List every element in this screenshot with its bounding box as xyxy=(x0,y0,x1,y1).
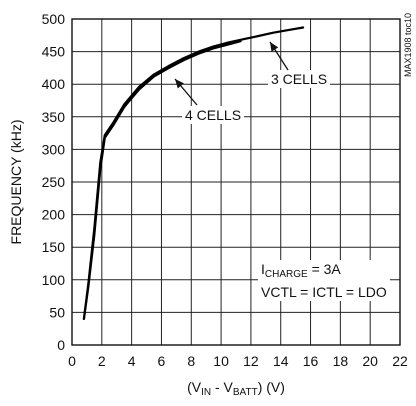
x-axis-title-prefix: (V xyxy=(187,379,202,395)
x-tick-label: 10 xyxy=(213,353,229,369)
y-tick-label: 350 xyxy=(42,109,66,125)
x-tick-label: 6 xyxy=(158,353,166,369)
y-tick-label: 500 xyxy=(42,11,66,27)
four-cells-label-bg xyxy=(182,106,245,124)
three-cells-label: 3 CELLS xyxy=(271,71,327,87)
conditions-box-bg xyxy=(258,260,390,301)
three-cells-label-bg xyxy=(268,70,331,88)
tick-labels: 0 2 4 6 8 10 12 14 16 18 20 22 0 50 100 150 200 250 300 350… xyxy=(42,11,408,369)
series-line-four-cells xyxy=(82,40,242,320)
plot-frame xyxy=(71,18,401,346)
plot-border xyxy=(71,18,401,346)
charge-suffix: = 3A xyxy=(308,261,342,277)
figure-code: MAX1908 toc10 xyxy=(403,13,413,77)
x-tick-label: 16 xyxy=(303,353,319,369)
x-axis-title: (VIN - VBATT) (V) xyxy=(187,379,285,398)
x-tick-label: 4 xyxy=(128,353,136,369)
vctl-condition: VCTL = ICTL = LDO xyxy=(261,284,387,300)
y-tick-label: 300 xyxy=(42,141,66,157)
x-tick-label: 20 xyxy=(362,353,378,369)
charge-condition: ICHARGE = 3A xyxy=(261,261,341,280)
charge-prefix: I xyxy=(261,261,265,277)
y-tick-label: 100 xyxy=(42,272,66,288)
x-tick-label: 0 xyxy=(68,353,76,369)
y-tick-label: 250 xyxy=(42,174,66,190)
charge-sub: CHARGE xyxy=(265,269,308,280)
four-cells-arrowhead xyxy=(175,79,184,89)
x-tick-label: 2 xyxy=(98,353,106,369)
x-tick-label: 8 xyxy=(187,353,195,369)
series-line-three-cells xyxy=(82,26,305,320)
three-cells-arrowhead xyxy=(270,42,279,52)
x-tick-label: 22 xyxy=(392,353,408,369)
four-cells-label: 4 CELLS xyxy=(185,107,241,123)
x-axis-title-sub2: BATT xyxy=(233,387,258,398)
series-layer xyxy=(82,26,305,320)
y-tick-label: 50 xyxy=(49,304,65,320)
y-tick-label: 200 xyxy=(42,207,66,223)
x-tick-label: 12 xyxy=(243,353,259,369)
x-tick-label: 18 xyxy=(333,353,349,369)
x-axis-title-suffix: ) (V) xyxy=(258,379,285,395)
y-axis-title: FREQUENCY (kHz) xyxy=(8,120,24,245)
x-axis-title-sub1: IN xyxy=(201,387,211,398)
x-tick-label: 14 xyxy=(273,353,289,369)
y-tick-label: 150 xyxy=(42,239,66,255)
x-axis-title-mid: - V xyxy=(211,379,233,395)
y-tick-label: 450 xyxy=(42,44,66,60)
y-tick-label: 0 xyxy=(57,337,65,353)
y-tick-label: 400 xyxy=(42,76,66,92)
annotations: 3 CELLS 4 CELLS ICHARGE = 3A VCTL = ICTL… xyxy=(174,41,390,301)
